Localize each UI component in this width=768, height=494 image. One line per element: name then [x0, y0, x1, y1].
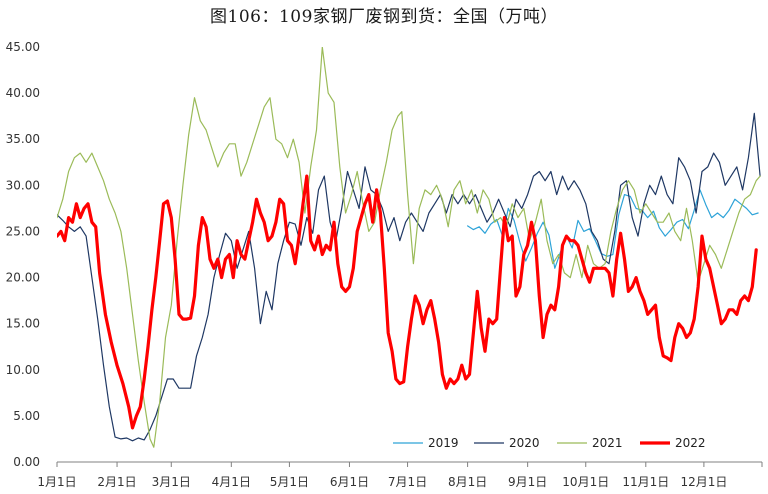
y-tick-label: 40.00: [6, 86, 40, 100]
legend-label: 2020: [509, 436, 540, 450]
x-tick-label: 3月1日: [152, 475, 191, 489]
series-line-2019: [467, 189, 759, 269]
y-tick-label: 10.00: [6, 363, 40, 377]
legend-item-2020: 2020: [474, 436, 540, 450]
x-tick-label: 10月1日: [562, 475, 609, 489]
legend-item-2022: 2022: [640, 436, 706, 450]
x-tick-label: 8月1日: [448, 475, 487, 489]
y-tick-label: 45.00: [6, 40, 40, 54]
y-tick-label: 35.00: [6, 132, 40, 146]
x-tick-label: 2月1日: [97, 475, 136, 489]
x-tick-label: 11月1日: [622, 475, 669, 489]
x-tick-label: 7月1日: [388, 475, 427, 489]
x-tick-label: 12月1日: [680, 475, 727, 489]
legend-label: 2022: [675, 436, 706, 450]
series-line-2020: [57, 112, 761, 442]
x-tick-label: 9月1日: [508, 475, 547, 489]
series-line-2021: [57, 47, 761, 448]
series-line-2022: [57, 174, 758, 430]
chart-title: 图106：109家钢厂废钢到货：全国（万吨）: [210, 7, 558, 27]
y-tick-label: 30.00: [6, 178, 40, 192]
legend-item-2019: 2019: [393, 436, 459, 450]
legend-label: 2019: [428, 436, 459, 450]
x-tick-label: 4月1日: [212, 475, 251, 489]
y-tick-label: 0.00: [13, 455, 40, 469]
x-tick-label: 5月1日: [270, 475, 309, 489]
y-tick-label: 20.00: [6, 271, 40, 285]
x-tick-label: 1月1日: [37, 475, 76, 489]
y-tick-label: 15.00: [6, 317, 40, 331]
legend-label: 2021: [592, 436, 623, 450]
legend-item-2021: 2021: [557, 436, 623, 450]
x-tick-label: 6月1日: [330, 475, 369, 489]
y-tick-label: 25.00: [6, 224, 40, 238]
y-tick-label: 5.00: [13, 409, 40, 423]
